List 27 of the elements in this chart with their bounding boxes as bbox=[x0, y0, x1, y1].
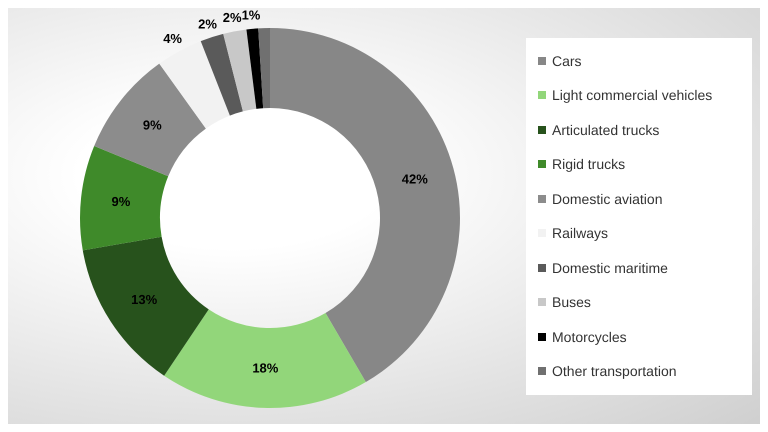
donut-slice bbox=[200, 34, 243, 116]
data-label: 13% bbox=[131, 292, 158, 308]
data-label: 2% bbox=[222, 10, 242, 26]
donut-slice bbox=[246, 28, 264, 109]
donut-slice bbox=[82, 236, 209, 376]
legend-label: Light commercial vehicles bbox=[552, 87, 712, 104]
legend-label: Articulated trucks bbox=[552, 122, 660, 138]
legend-label: Railways bbox=[552, 225, 608, 242]
data-label: 9% bbox=[142, 118, 162, 132]
legend-label: Domestic maritime bbox=[552, 260, 668, 276]
legend-label: Buses bbox=[552, 294, 591, 310]
legend-label: Cars bbox=[552, 52, 582, 69]
donut-slice bbox=[94, 64, 206, 176]
donut-slice bbox=[164, 309, 366, 408]
donut-slice bbox=[80, 146, 168, 250]
donut-slice bbox=[223, 29, 256, 112]
data-label: 4% bbox=[163, 31, 182, 46]
data-label: 42% bbox=[402, 171, 428, 186]
donut-slice bbox=[258, 28, 270, 108]
legend-label: Rigid trucks bbox=[552, 156, 626, 172]
legend-label: Domestic aviation bbox=[552, 190, 662, 207]
data-label: 1% bbox=[242, 7, 261, 22]
data-label: 9% bbox=[111, 194, 131, 210]
legend-label: Motorcycles bbox=[552, 328, 627, 345]
legend-label: Other transportation bbox=[552, 363, 677, 380]
data-label: 2% bbox=[198, 16, 218, 32]
data-label: 18% bbox=[252, 360, 279, 376]
